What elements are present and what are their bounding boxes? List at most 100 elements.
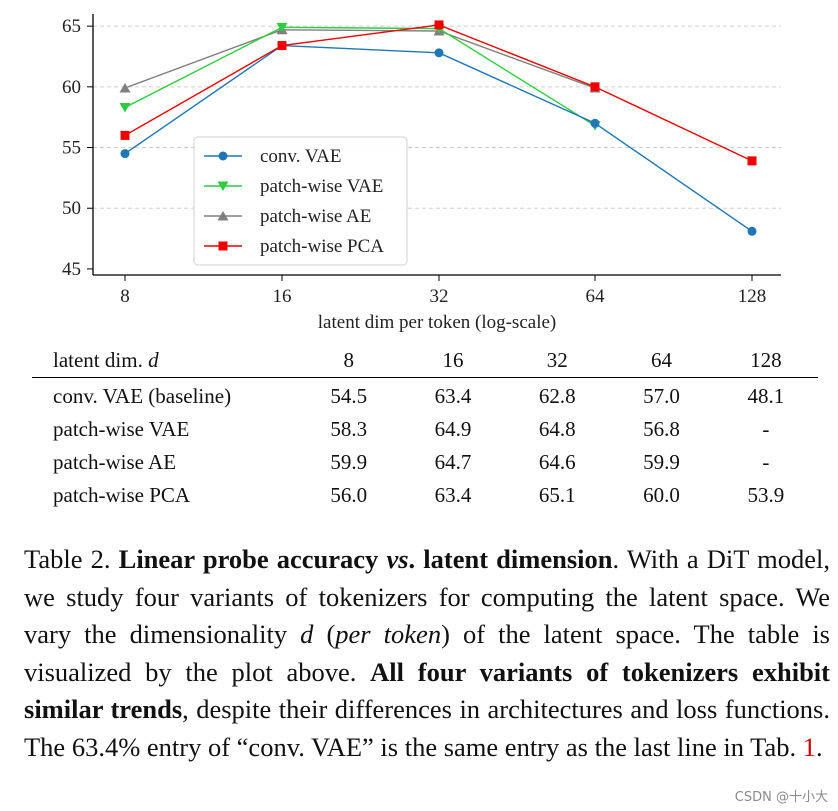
results-table: latent dim. d 8 16 32 64 128 conv. VAE (… — [32, 344, 818, 512]
caption-title-a: Linear probe accuracy — [118, 544, 387, 574]
caption-title: Linear probe accuracy vs. latent dimensi… — [119, 544, 613, 574]
table-cell: 57.0 — [643, 384, 680, 408]
y-tick-label: 55 — [62, 138, 81, 159]
table-cell: 64.8 — [538, 417, 576, 441]
legend-label: conv. VAE — [260, 146, 341, 167]
table-row: patch-wise AE 59.9 64.7 64.6 59.9 - — [32, 446, 818, 479]
table-cell: 64.9 — [434, 417, 472, 441]
header-col: 32 — [505, 344, 610, 378]
data-point — [590, 118, 600, 128]
legend-label: patch-wise AE — [260, 206, 371, 227]
x-axis-label: latent dim per token (log-scale) — [318, 312, 556, 333]
header-col: 8 — [296, 344, 401, 378]
caption-title-vs: vs — [386, 544, 409, 574]
data-point — [119, 83, 131, 93]
watermark: CSDN @十小大 — [734, 790, 828, 805]
caption-title-b: . latent dimension — [408, 544, 613, 574]
table-cell: 54.5 — [330, 384, 368, 408]
x-tick-label: 64 — [586, 286, 606, 307]
table-cell: 56.8 — [643, 417, 680, 441]
table-cell: 58.3 — [330, 417, 368, 441]
table-cell: 63.4 — [434, 384, 472, 408]
data-point — [119, 102, 131, 113]
x-tick-label: 32 — [430, 286, 449, 307]
y-tick-label: 65 — [62, 16, 81, 37]
series-line — [124, 26, 596, 127]
table-cell: 62.8 — [538, 384, 576, 408]
series-group — [119, 20, 757, 236]
caption-bold-finding: All four variants of tokenizers exhibit … — [24, 656, 830, 725]
legend-marker — [217, 211, 229, 221]
series-line — [124, 29, 596, 89]
table-cell: 65.1 — [538, 483, 576, 507]
table-row: patch-wise PCA 56.0 63.4 65.1 60.0 53.9 — [32, 479, 818, 512]
caption-per-token: per token — [335, 619, 442, 649]
row-label: patch-wise VAE — [53, 417, 190, 441]
caption-text: . — [815, 731, 823, 762]
axes — [87, 14, 781, 281]
legend-item: patch-wise PCA — [204, 236, 384, 257]
legend-box — [193, 136, 408, 266]
table-cell: - — [762, 450, 770, 474]
table-cell: 64.7 — [434, 450, 472, 474]
header-col: 128 — [713, 344, 818, 378]
legend-item: patch-wise AE — [204, 206, 371, 227]
legend-marker — [218, 151, 228, 161]
row-label: patch-wise AE — [53, 450, 177, 474]
table-row: conv. VAE (baseline) 54.5 63.4 62.8 57.0 48.1 — [32, 378, 818, 414]
legend-label: patch-wise VAE — [260, 176, 383, 197]
y-tick-label: 50 — [62, 198, 81, 219]
legend-marker — [217, 181, 229, 191]
data-point — [747, 226, 757, 236]
caption-text: ) of the latent space. The table is visu… — [24, 619, 830, 687]
legend-item: patch-wise VAE — [204, 176, 383, 197]
table-cell: 63.4 — [434, 483, 472, 507]
x-tick-label: 16 — [273, 286, 292, 307]
caption-var-d: d — [300, 619, 314, 649]
table-header-row: latent dim. d 8 16 32 64 128 — [32, 344, 818, 378]
data-point — [120, 130, 130, 140]
x-tick-label: 128 — [738, 286, 767, 307]
data-point — [120, 149, 130, 159]
y-tick-label: 60 — [62, 77, 81, 98]
data-point — [590, 82, 600, 92]
tick-labels: 45 50 55 60 65 8 16 32 64 128 — [62, 16, 766, 307]
table-cell: 64.6 — [538, 450, 576, 474]
series-patch-wise-pca — [120, 20, 757, 166]
data-point — [434, 48, 444, 58]
data-point — [747, 156, 757, 166]
caption-text: , despite their differences in architect… — [24, 694, 830, 762]
row-label: conv. VAE (baseline) — [53, 384, 232, 408]
table-row: patch-wise VAE 58.3 64.9 64.8 56.8 - — [32, 413, 818, 446]
series-patch-wise-vae — [119, 22, 601, 131]
header-label-text: latent dim. — [53, 348, 143, 372]
row-label: patch-wise PCA — [53, 483, 191, 507]
table-cell: 48.1 — [747, 384, 785, 408]
table-cell: 53.9 — [747, 483, 785, 507]
table-cell: 60.0 — [643, 483, 680, 507]
caption-text: . With a DiT model, we study four varian… — [24, 544, 830, 649]
table-reference-link[interactable]: 1 — [802, 731, 816, 762]
table-caption: Table 2. Linear probe accuracy vs. laten… — [24, 541, 830, 766]
header-col: 16 — [400, 344, 506, 378]
header-col: 64 — [609, 344, 714, 378]
caption-text: ( — [313, 619, 336, 649]
data-point — [276, 22, 288, 33]
legend-item: conv. VAE — [204, 146, 341, 167]
table-cell: 59.9 — [643, 450, 680, 474]
y-tick-label: 45 — [62, 259, 81, 280]
table-cell: 59.9 — [330, 450, 368, 474]
legend: conv. VAE patch-wise VAE patch-wise AE patc… — [193, 136, 408, 266]
table-cell: - — [762, 417, 770, 441]
legend-marker — [218, 241, 228, 251]
data-point — [434, 20, 444, 30]
table-cell: 56.0 — [330, 483, 368, 507]
line-chart: 45 50 55 60 65 8 16 32 64 128 conv. VAE patch-wise… — [62, 14, 781, 333]
data-point — [277, 41, 287, 51]
header-var: d — [148, 348, 159, 372]
legend-label: patch-wise PCA — [260, 236, 384, 257]
table-body: conv. VAE (baseline) 54.5 63.4 62.8 57.0 48.1… — [32, 378, 818, 513]
x-tick-label: 8 — [120, 286, 130, 307]
caption-label: Table 2. — [24, 544, 111, 574]
header-label: latent dim. d — [32, 344, 297, 378]
